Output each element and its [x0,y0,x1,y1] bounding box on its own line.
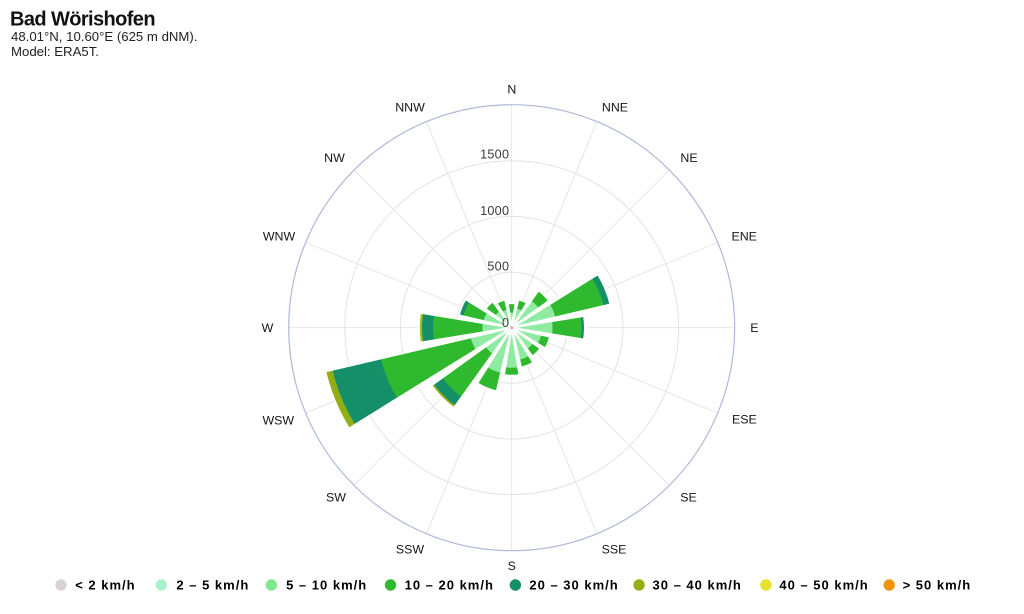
svg-text:SSE: SSE [602,543,627,557]
svg-text:20 – 30 km/h: 20 – 30 km/h [529,578,618,593]
svg-text:48.01°N, 10.60°E (625 m dNM).: 48.01°N, 10.60°E (625 m dNM). [11,29,197,44]
svg-text:NNE: NNE [602,101,628,115]
svg-text:Bad Wörishofen: Bad Wörishofen [10,9,155,31]
svg-text:1000: 1000 [480,204,509,218]
svg-text:WSW: WSW [262,414,294,428]
svg-text:< 2 km/h: < 2 km/h [75,578,135,593]
svg-text:NE: NE [680,151,697,165]
svg-text:ENE: ENE [731,229,756,243]
svg-text:1500: 1500 [480,148,509,162]
svg-text:ESE: ESE [732,412,757,426]
svg-text:5 – 10 km/h: 5 – 10 km/h [286,578,367,593]
svg-text:NW: NW [324,151,345,165]
svg-text:SSW: SSW [396,543,425,557]
svg-text:NNW: NNW [395,101,425,115]
svg-text:40 – 50 km/h: 40 – 50 km/h [779,578,868,593]
svg-text:WNW: WNW [263,229,296,243]
svg-text:500: 500 [487,260,509,274]
svg-text:30 – 40 km/h: 30 – 40 km/h [653,578,742,593]
svg-text:SE: SE [680,491,697,505]
svg-text:S: S [508,559,516,573]
svg-text:W: W [262,321,274,335]
svg-text:> 50 km/h: > 50 km/h [903,578,972,593]
svg-text:Model: ERA5T.: Model: ERA5T. [11,44,99,59]
svg-text:0: 0 [502,316,509,330]
svg-text:SW: SW [326,491,346,505]
svg-text:10 – 20 km/h: 10 – 20 km/h [405,578,494,593]
svg-text:N: N [507,83,516,97]
svg-text:2 – 5 km/h: 2 – 5 km/h [176,578,249,593]
svg-text:E: E [750,321,758,335]
